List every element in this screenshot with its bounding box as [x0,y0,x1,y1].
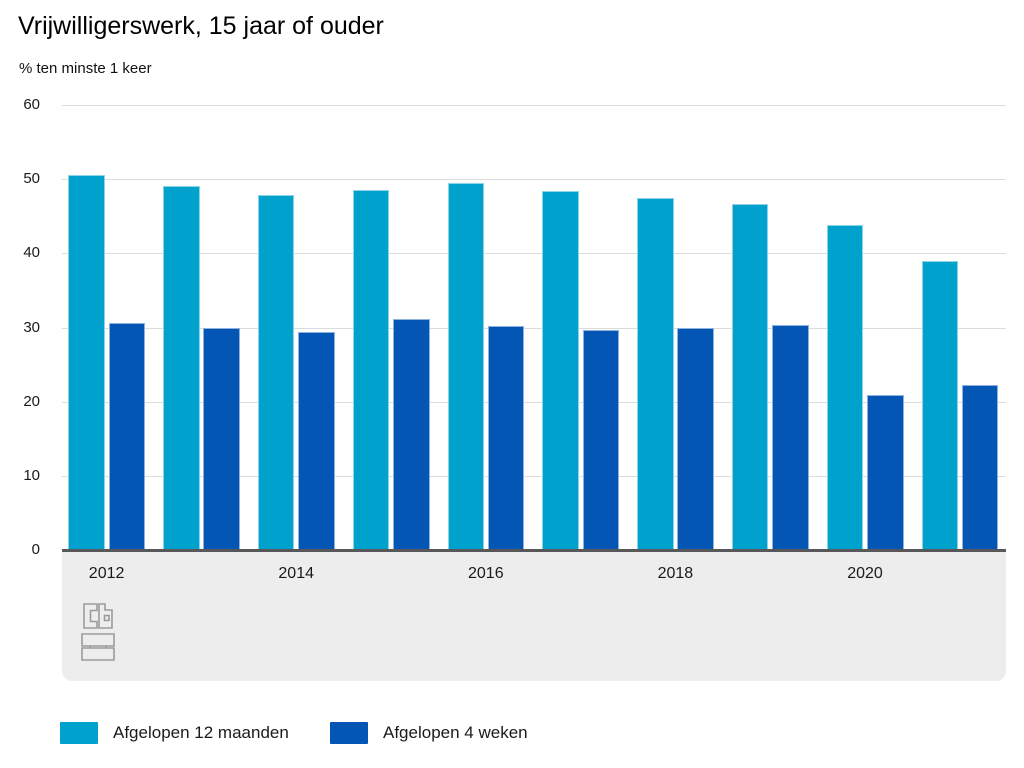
gridline-10 [62,475,1006,477]
cbs-logo-c [83,603,98,629]
bar-afgelopen-4-weken-2021[interactable] [961,384,999,550]
legend-swatch-12-maanden [60,722,98,744]
bar-afgelopen-4-weken-2015[interactable] [393,319,430,550]
y-tick-label-50: 50 [23,170,40,188]
legend-label-4-weken: Afgelopen 4 weken [383,723,528,742]
y-tick-label-10: 10 [23,466,40,484]
x-tick-label-2012: 2012 [88,565,125,582]
plot-area [62,105,1006,550]
chart-subtitle: % ten minste 1 keer [19,60,152,77]
y-tick-label-0: 0 [31,541,40,558]
legend-label-12-maanden: Afgelopen 12 maanden [113,723,289,742]
gridline-20 [62,401,1006,403]
legend-item-12-maanden[interactable]: Afgelopen 12 maanden [60,722,289,744]
gridline-50 [62,179,1006,181]
y-tick-label-30: 30 [23,318,40,336]
bar-afgelopen-12-maanden-2017[interactable] [542,191,579,550]
x-tick-label-2018: 2018 [657,565,694,582]
bar-afgelopen-4-weken-2014[interactable] [298,331,335,550]
chart-title: Vrijwilligerswerk, 15 jaar of ouder [18,12,384,40]
bar-afgelopen-12-maanden-2016[interactable] [447,182,484,550]
x-tick-label-2014: 2014 [278,565,314,582]
y-axis-labels: 0 10 20 30 40 50 60 [0,96,44,558]
x-tick-label-2020: 2020 [847,565,883,582]
legend-item-4-weken[interactable]: Afgelopen 4 weken [330,722,528,744]
bar-afgelopen-4-weken-2012[interactable] [108,323,146,550]
cbs-logo [78,602,118,669]
bar-afgelopen-4-weken-2018[interactable] [677,328,714,550]
bar-afgelopen-12-maanden-2012[interactable] [68,175,105,550]
bar-afgelopen-12-maanden-2021[interactable] [921,260,958,550]
bar-afgelopen-12-maanden-2015[interactable] [352,189,390,550]
y-tick-label-60: 60 [23,96,40,113]
bar-afgelopen-12-maanden-2018[interactable] [637,197,674,550]
legend: Afgelopen 12 maanden Afgelopen 4 weken [0,722,1024,748]
bar-afgelopen-12-maanden-2013[interactable] [163,185,200,550]
bar-afgelopen-4-weken-2019[interactable] [772,324,809,550]
bar-afgelopen-4-weken-2017[interactable] [582,329,620,550]
cbs-logo-s [81,633,115,661]
x-tick-label-2016: 2016 [468,565,504,582]
x-axis-line [62,549,1006,552]
bar-afgelopen-12-maanden-2019[interactable] [731,204,769,550]
bar-afgelopen-4-weken-2016[interactable] [487,326,525,550]
bar-afgelopen-12-maanden-2020[interactable] [826,225,864,550]
bar-afgelopen-4-weken-2020[interactable] [867,395,904,550]
cbs-logo-b-hole [103,614,110,622]
cbs-logo-b [98,603,113,629]
gridline-40 [62,253,1006,255]
y-tick-label-40: 40 [23,244,40,262]
bar-afgelopen-4-weken-2013[interactable] [203,328,240,550]
gridline-30 [62,327,1006,329]
x-axis-band: 2012 2014 2016 2018 2020 [62,552,1006,681]
bar-afgelopen-12-maanden-2014[interactable] [257,194,295,550]
gridline-60 [62,105,1006,106]
legend-swatch-4-weken [330,722,368,744]
y-tick-label-20: 20 [23,392,40,410]
